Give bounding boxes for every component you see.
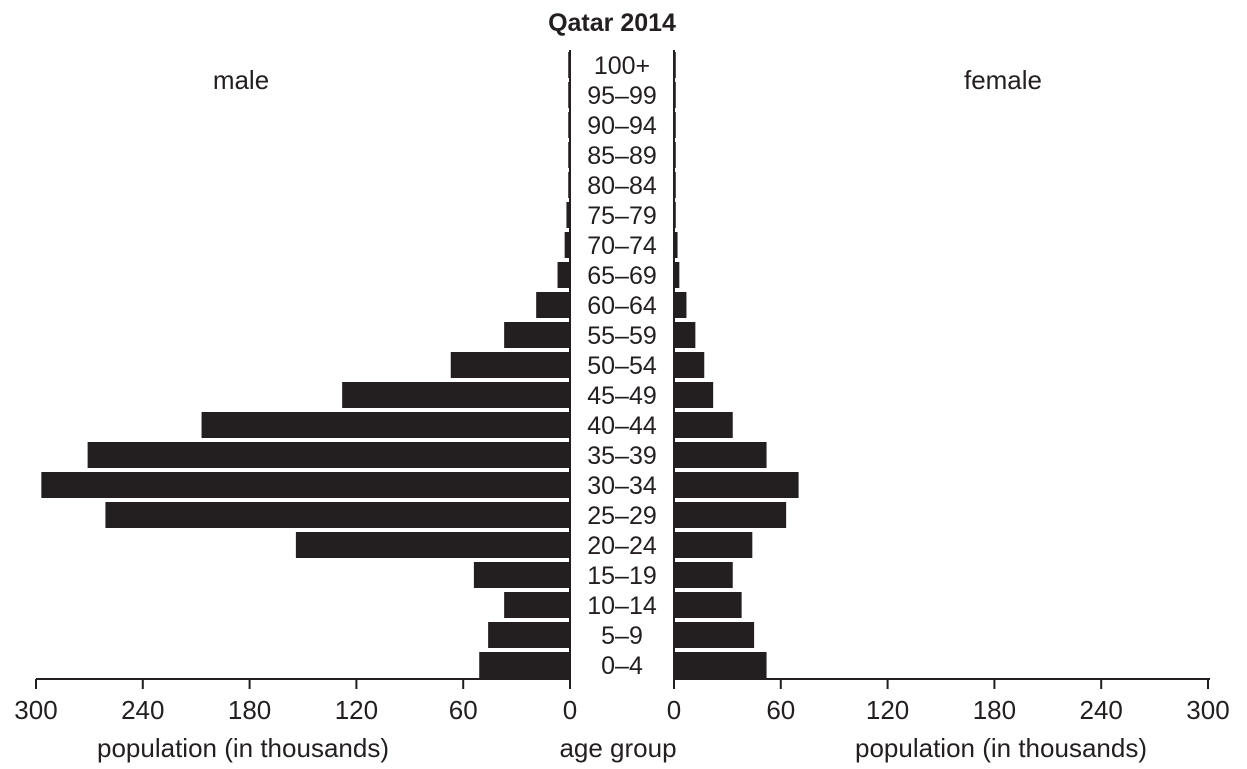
female-tick-label-300: 300: [1186, 695, 1229, 725]
female-bar-60-64: [674, 292, 687, 318]
male-bar-70-74: [564, 232, 570, 258]
female-tick-label-60: 60: [766, 695, 795, 725]
female-bar-35-39: [674, 442, 767, 468]
female-bar-55-59: [674, 322, 696, 348]
age-label-15-19: 15–19: [587, 562, 657, 590]
age-label-95-99: 95–99: [587, 82, 657, 110]
female-tick-label-120: 120: [866, 695, 909, 725]
female-bar-70-74: [674, 232, 678, 258]
age-label-85-89: 85–89: [587, 142, 657, 170]
age-label-5-9: 5–9: [601, 622, 643, 650]
male-tick-label-60: 60: [449, 695, 478, 725]
age-label-25-29: 25–29: [587, 502, 657, 530]
male-bar-50-54: [450, 352, 570, 378]
age-label-40-44: 40–44: [587, 412, 657, 440]
female-tick-label-180: 180: [973, 695, 1016, 725]
female-x-ticks: 300 240 180 120 60 0: [667, 679, 1230, 725]
age-label-70-74: 70–74: [587, 232, 657, 260]
age-label-45-49: 45–49: [587, 382, 657, 410]
female-bar-5-9: [674, 622, 755, 648]
age-label-100plus: 100+: [594, 52, 650, 80]
male-bar-35-39: [87, 442, 571, 468]
male-tick-label-120: 120: [335, 695, 378, 725]
age-label-10-14: 10–14: [587, 592, 657, 620]
male-bar-75-79: [566, 202, 570, 228]
male-bar-55-59: [504, 322, 570, 348]
female-x-axis-label: population (in thousands): [855, 733, 1147, 763]
female-tick-label-240: 240: [1080, 695, 1123, 725]
male-bar-40-44: [201, 412, 571, 438]
age-label-0-4: 0–4: [601, 652, 643, 680]
female-bar-50-54: [674, 352, 705, 378]
age-label-65-69: 65–69: [587, 262, 657, 290]
female-side-label: female: [964, 65, 1042, 95]
age-label-35-39: 35–39: [587, 442, 657, 470]
age-label-50-54: 50–54: [587, 352, 657, 380]
age-label-30-34: 30–34: [587, 472, 657, 500]
male-bar-60-64: [536, 292, 570, 318]
female-bar-40-44: [674, 412, 733, 438]
chart-title: Qatar 2014: [548, 9, 676, 37]
age-label-90-94: 90–94: [587, 112, 657, 140]
female-bar-45-49: [674, 382, 714, 408]
male-tick-label-0: 0: [563, 695, 577, 725]
male-bar-0-4: [479, 652, 570, 678]
age-label-80-84: 80–84: [587, 172, 657, 200]
male-bar-10-14: [504, 592, 570, 618]
male-bar-30-34: [41, 472, 570, 498]
male-bar-45-49: [342, 382, 570, 408]
male-bar-15-19: [473, 562, 570, 588]
age-group-axis-label: age group: [559, 733, 676, 763]
female-bar-10-14: [674, 592, 742, 618]
female-bar-15-19: [674, 562, 733, 588]
male-tick-label-300: 300: [14, 695, 57, 725]
female-bar-0-4: [674, 652, 767, 678]
female-bars: [674, 52, 799, 678]
male-side-label: male: [213, 65, 269, 95]
female-bar-30-34: [674, 472, 799, 498]
male-x-axis-label: population (in thousands): [97, 733, 389, 763]
female-bar-25-29: [674, 502, 787, 528]
age-label-75-79: 75–79: [587, 202, 657, 230]
male-tick-label-180: 180: [228, 695, 271, 725]
male-bar-20-24: [295, 532, 570, 558]
age-label-20-24: 20–24: [587, 532, 657, 560]
male-bar-5-9: [488, 622, 570, 648]
age-label-60-64: 60–64: [587, 292, 657, 320]
female-bar-65-69: [674, 262, 680, 288]
age-label-55-59: 55–59: [587, 322, 657, 350]
age-group-labels: 0–45–910–1415–1920–2425–2930–3435–3940–4…: [587, 52, 657, 680]
male-tick-label-240: 240: [121, 695, 164, 725]
male-bar-25-29: [105, 502, 571, 528]
female-bar-20-24: [674, 532, 753, 558]
male-x-ticks: 300 240 180 120 60 0: [14, 679, 577, 725]
female-tick-label-0: 0: [667, 695, 681, 725]
male-bar-65-69: [557, 262, 570, 288]
male-bars: [41, 52, 571, 678]
